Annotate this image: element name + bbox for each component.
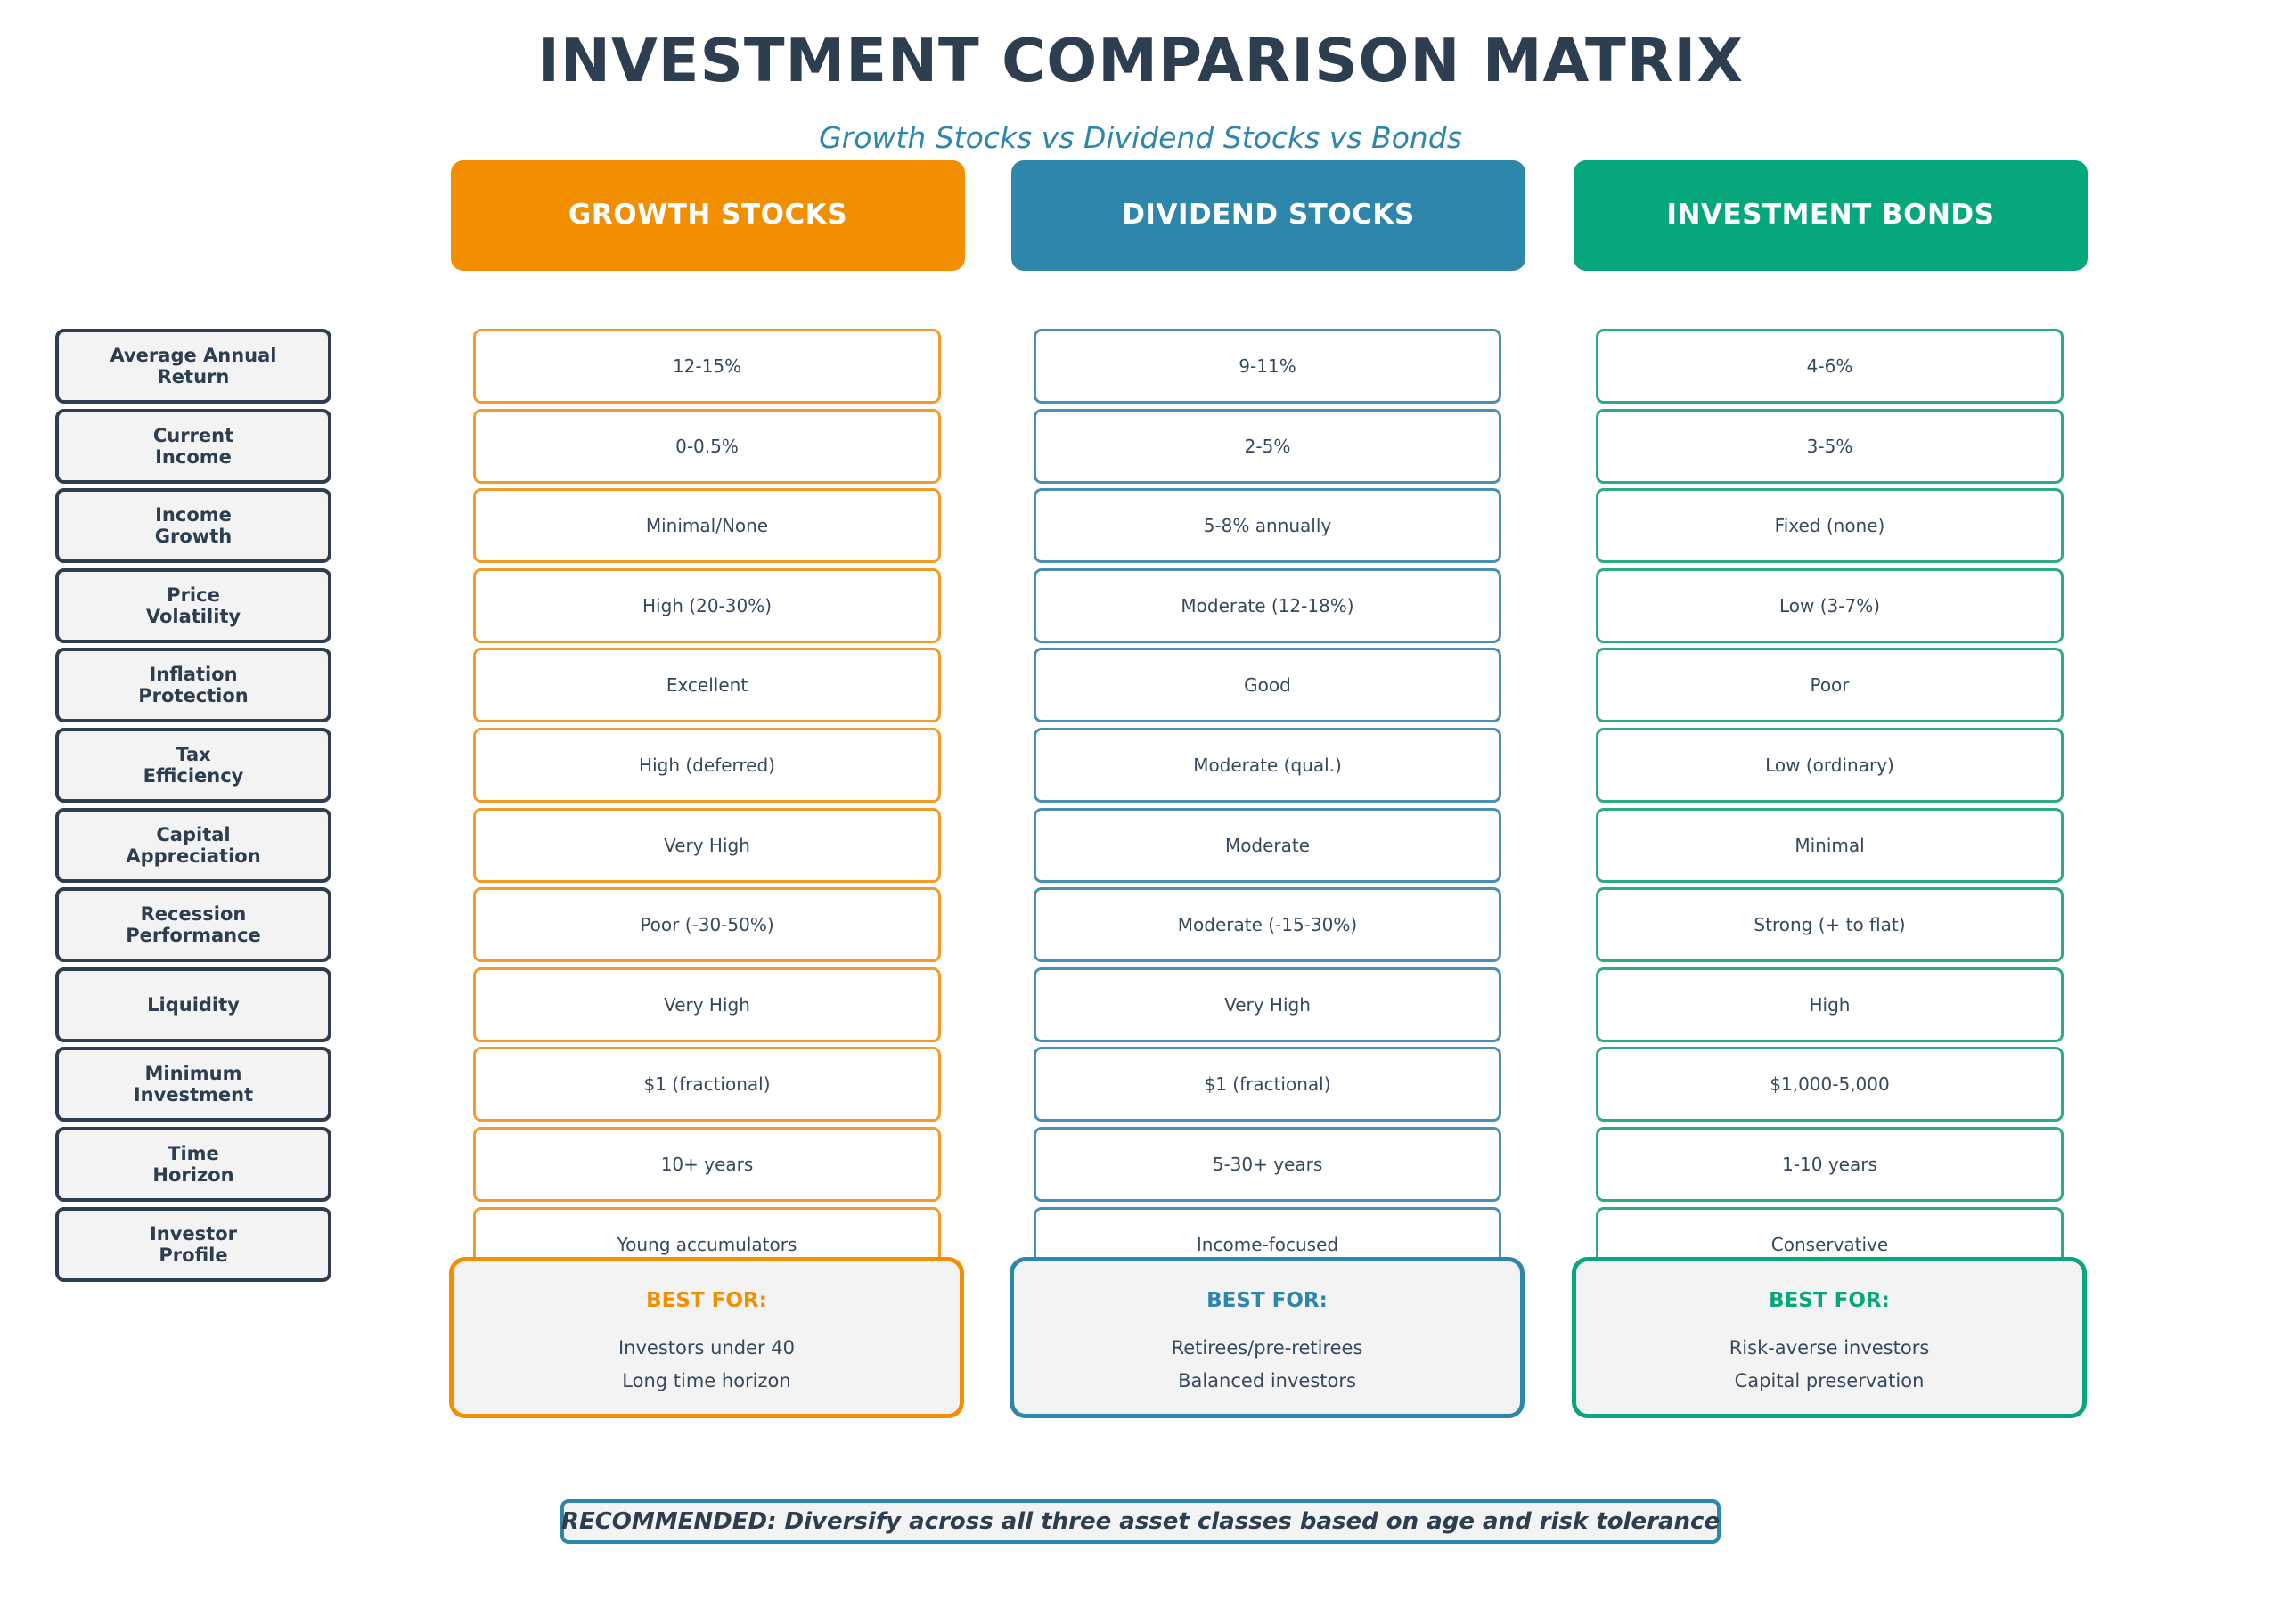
value-cell-bonds: 1-10 years xyxy=(1596,1127,2064,1202)
row-label: Time Horizon xyxy=(55,1127,331,1202)
value-cell-dividend: Moderate (12-18%) xyxy=(1034,568,1501,643)
best-for-title: BEST FOR: xyxy=(1206,1289,1328,1312)
best-for-title: BEST FOR: xyxy=(1769,1289,1890,1312)
row-label-text: Current Income xyxy=(152,425,234,468)
best-for-line: Investors under 40 xyxy=(617,1337,796,1359)
value-cell-bonds: Poor xyxy=(1596,648,2064,722)
value-cell-growth: Excellent xyxy=(473,648,941,722)
value-cell-growth: Poor (-30-50%) xyxy=(473,887,941,962)
value-cell-dividend: $1 (fractional) xyxy=(1034,1047,1501,1122)
best-for-panel-dividend: BEST FOR: Retirees/pre-retirees Balanced i… xyxy=(1010,1257,1525,1418)
value-cell-dividend: Moderate (qual.) xyxy=(1034,728,1501,803)
row-label: Price Volatility xyxy=(55,568,331,643)
value-cell-bonds: Minimal xyxy=(1596,808,2064,883)
best-for-panel-bonds: BEST FOR: Risk-averse investors Capital pr… xyxy=(1572,1257,2087,1418)
value-cell-growth: Minimal/None xyxy=(473,488,941,563)
column-header-growth: GROWTH STOCKS xyxy=(451,160,965,271)
row-label: Liquidity xyxy=(55,967,331,1042)
recommendation-banner: RECOMMENDED: Diversify across all three … xyxy=(560,1499,1721,1544)
value-cell-dividend: Very High xyxy=(1034,967,1501,1042)
row-label-text: Minimum Investment xyxy=(133,1063,254,1106)
value-cell-dividend: Moderate (-15-30%) xyxy=(1034,887,1501,962)
page-subtitle: Growth Stocks vs Dividend Stocks vs Bond… xyxy=(819,120,1462,155)
row-label-text: Capital Appreciation xyxy=(126,824,261,867)
best-for-title: BEST FOR: xyxy=(646,1289,767,1312)
best-for-line: Retirees/pre-retirees xyxy=(1171,1337,1363,1359)
row-label: Inflation Protection xyxy=(55,648,331,722)
value-cell-growth: Very High xyxy=(473,808,941,883)
best-for-panel-growth: BEST FOR: Investors under 40 Long time hor… xyxy=(449,1257,964,1418)
value-cell-growth: $1 (fractional) xyxy=(473,1047,941,1122)
best-for-line: Long time horizon xyxy=(622,1370,791,1391)
value-cell-bonds: 4-6% xyxy=(1596,329,2064,404)
row-label-text: Inflation Protection xyxy=(138,664,249,706)
row-label: Minimum Investment xyxy=(55,1047,331,1122)
value-cell-bonds: High xyxy=(1596,967,2064,1042)
row-label: Recession Performance xyxy=(55,887,331,962)
column-header-bonds: INVESTMENT BONDS xyxy=(1574,160,2088,271)
column-header-dividend: DIVIDEND STOCKS xyxy=(1011,160,1525,271)
value-cell-bonds: Low (ordinary) xyxy=(1596,728,2064,803)
value-cell-dividend: 5-30+ years xyxy=(1034,1127,1501,1202)
best-for-line: Balanced investors xyxy=(1178,1370,1356,1391)
best-for-line: Risk-averse investors xyxy=(1729,1337,1930,1359)
value-cell-dividend: 2-5% xyxy=(1034,409,1501,484)
row-label-text: Time Horizon xyxy=(152,1143,234,1186)
row-label: Tax Efficiency xyxy=(55,728,331,803)
value-cell-bonds: Fixed (none) xyxy=(1596,488,2064,563)
row-label: Capital Appreciation xyxy=(55,808,331,883)
value-cell-bonds: Strong (+ to flat) xyxy=(1596,887,2064,962)
row-label-text: Investor Profile xyxy=(149,1223,238,1266)
row-label-text: Liquidity xyxy=(147,994,240,1016)
row-label-text: Income Growth xyxy=(154,504,233,547)
value-cell-growth: 0-0.5% xyxy=(473,409,941,484)
value-cell-bonds: 3-5% xyxy=(1596,409,2064,484)
row-label-text: Average Annual Return xyxy=(110,345,277,388)
row-label-text: Tax Efficiency xyxy=(143,744,244,787)
value-cell-growth: 12-15% xyxy=(473,329,941,404)
row-label-text: Price Volatility xyxy=(145,584,241,627)
page-title: INVESTMENT COMPARISON MATRIX xyxy=(536,26,1745,95)
row-label: Average Annual Return xyxy=(55,329,331,404)
value-cell-bonds: Low (3-7%) xyxy=(1596,568,2064,643)
value-cell-growth: High (deferred) xyxy=(473,728,941,803)
value-cell-growth: 10+ years xyxy=(473,1127,941,1202)
value-cell-growth: High (20-30%) xyxy=(473,568,941,643)
row-label: Income Growth xyxy=(55,488,331,563)
row-label: Investor Profile xyxy=(55,1207,331,1282)
best-for-line: Capital preservation xyxy=(1734,1370,1925,1391)
value-cell-dividend: Good xyxy=(1034,648,1501,722)
row-label-text: Recession Performance xyxy=(126,903,261,946)
row-label: Current Income xyxy=(55,409,331,484)
value-cell-dividend: 5-8% annually xyxy=(1034,488,1501,563)
value-cell-dividend: Moderate xyxy=(1034,808,1501,883)
value-cell-dividend: 9-11% xyxy=(1034,329,1501,404)
value-cell-growth: Very High xyxy=(473,967,941,1042)
value-cell-bonds: $1,000-5,000 xyxy=(1596,1047,2064,1122)
